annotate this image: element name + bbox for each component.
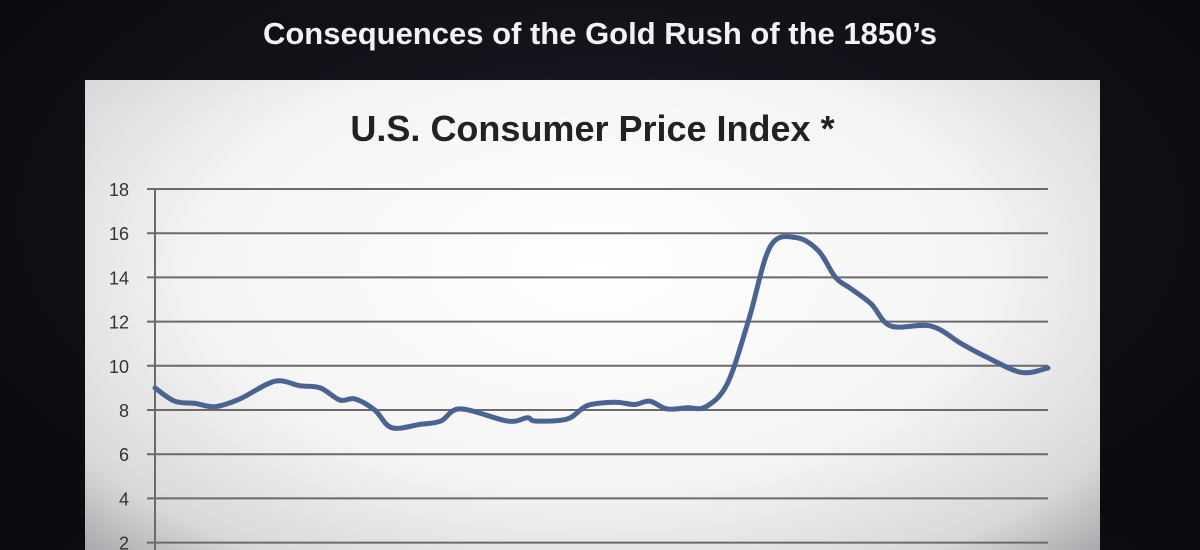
y-tick-label: 2 xyxy=(119,534,129,550)
y-tick-label: 16 xyxy=(109,224,129,244)
y-tick-label: 10 xyxy=(109,357,129,377)
y-tick-label: 4 xyxy=(119,489,129,509)
slide-title: Consequences of the Gold Rush of the 185… xyxy=(0,16,1200,52)
y-tick-label: 12 xyxy=(109,313,129,333)
cpi-line-chart: 18 16 14 12 10 8 6 4 2 xyxy=(85,80,1100,550)
y-tick-label: 6 xyxy=(119,445,129,465)
y-tick-label: 14 xyxy=(109,268,129,288)
y-tick-label: 8 xyxy=(119,401,129,421)
y-tick-label: 18 xyxy=(109,180,129,200)
series-line-cpi xyxy=(155,236,1048,428)
